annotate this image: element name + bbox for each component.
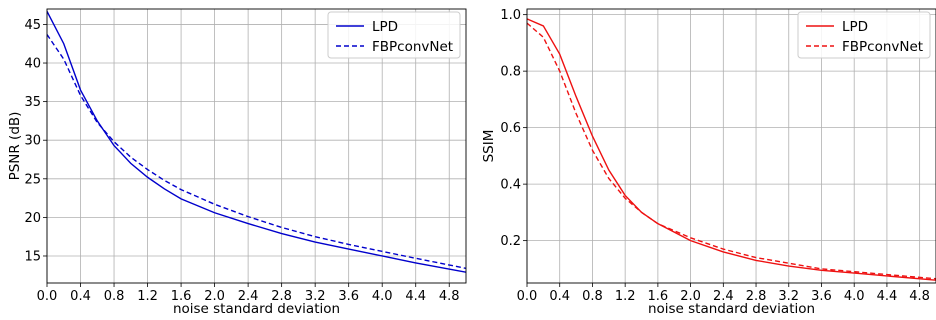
x-tick-label: 2.8 <box>271 289 292 304</box>
x-tick-label: 2.0 <box>204 289 225 304</box>
y-axis-label: SSIM <box>481 130 497 163</box>
chart-panel-1: 0.0 0.4 0.8 1.2 1.6 2.0 2.4 2.8 3.2 3.6 4.0 4.4 4.8 1… <box>7 8 467 317</box>
y-tick-label: 0.6 <box>500 121 521 136</box>
x-tick-label: 1.6 <box>648 289 669 304</box>
x-tick-label: 2.4 <box>238 289 259 304</box>
x-tick-label: 0.8 <box>104 289 125 304</box>
legend-label: LPD <box>842 19 868 35</box>
legend: LPD FBPconvNet <box>327 11 461 59</box>
x-tick-label: 0.4 <box>70 289 91 304</box>
y-axis-label: PSNR (dB) <box>7 112 23 181</box>
x-tick-label: 4.8 <box>909 289 930 304</box>
y-tick-label: 15 <box>24 249 41 264</box>
x-tick-label: 1.2 <box>137 289 158 304</box>
legend-label: FBPconvNet <box>842 39 923 55</box>
series-line-fbpconvnet <box>47 34 466 270</box>
x-tick-label: 1.6 <box>171 289 192 304</box>
x-tick-label: 3.6 <box>811 289 832 304</box>
x-tick-label: 1.2 <box>615 289 636 304</box>
y-tick-label: 35 <box>24 95 41 110</box>
chart-panel-2: 0.0 0.4 0.8 1.2 1.6 2.0 2.4 2.8 3.2 3.6 4.0 4.4 4.8 0… <box>481 8 936 317</box>
plot-frame <box>526 8 936 284</box>
y-tick-label: 20 <box>24 211 41 226</box>
y-tick-label: 25 <box>24 172 41 187</box>
legend-label: FBPconvNet <box>372 39 453 55</box>
x-axis-label: noise standard deviation <box>173 301 340 317</box>
x-tick-label: 4.8 <box>439 289 460 304</box>
x-tick-label: 0.0 <box>517 289 538 304</box>
y-tick-label: 1.0 <box>500 8 521 23</box>
x-tick-label: 3.2 <box>778 289 799 304</box>
y-tick-label: 0.8 <box>500 65 521 80</box>
x-tick-label: 4.4 <box>405 289 426 304</box>
x-tick-label: 0.0 <box>37 289 58 304</box>
x-tick-label: 4.0 <box>844 289 865 304</box>
series-line-fbpconvnet <box>527 22 936 280</box>
y-tick-label: 45 <box>24 18 41 33</box>
y-tick-label: 0.2 <box>500 234 521 249</box>
x-axis-label: noise standard deviation <box>648 301 815 317</box>
y-tick-label: 30 <box>24 134 41 149</box>
y-tick-label: 40 <box>24 57 41 72</box>
legend-label: LPD <box>372 19 398 35</box>
x-tick-label: 3.6 <box>338 289 359 304</box>
x-tick-label: 4.0 <box>372 289 393 304</box>
plot-frame <box>46 8 467 284</box>
series-line-lpd <box>47 10 466 273</box>
x-tick-label: 2.8 <box>746 289 767 304</box>
x-tick-label: 4.4 <box>877 289 898 304</box>
x-tick-label: 0.4 <box>549 289 570 304</box>
x-tick-label: 3.2 <box>305 289 326 304</box>
legend: LPD FBPconvNet <box>797 11 931 59</box>
x-tick-label: 0.8 <box>582 289 603 304</box>
y-tick-label: 0.4 <box>500 178 521 193</box>
x-tick-label: 2.0 <box>680 289 701 304</box>
x-tick-label: 2.4 <box>713 289 734 304</box>
